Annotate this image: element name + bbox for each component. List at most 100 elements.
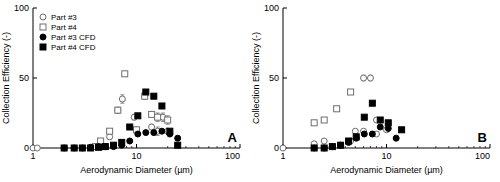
minor-tick [167, 146, 168, 148]
point [102, 144, 108, 150]
plot-area [280, 75, 405, 151]
minor-tick [185, 146, 186, 148]
minor-tick [448, 146, 449, 148]
point [159, 128, 165, 134]
y-tick-label: 100 [14, 3, 29, 13]
point [149, 124, 155, 130]
point [88, 144, 94, 150]
y-tick [283, 78, 287, 79]
legend-swatch [40, 44, 46, 50]
point [369, 100, 375, 106]
x-tick [386, 144, 387, 148]
point [377, 124, 383, 130]
minor-tick [363, 146, 364, 148]
point [71, 145, 77, 151]
error-bar [150, 124, 154, 130]
y-axis-label: Collection Efficiency (-) [251, 32, 261, 124]
error-bar [156, 113, 160, 121]
y-tick-label: 50 [269, 73, 279, 83]
minor-tick [235, 146, 236, 148]
point [338, 142, 344, 148]
point [143, 130, 149, 136]
error-cap [156, 121, 160, 122]
minor-tick [435, 146, 436, 148]
point [151, 130, 157, 136]
point [399, 127, 405, 133]
panel-label: A [228, 130, 238, 145]
point [127, 124, 133, 130]
y-axis-label: Collection Efficiency (-) [1, 32, 11, 124]
minor-tick [370, 146, 371, 148]
point [165, 117, 171, 123]
error-cap [120, 94, 124, 95]
panel: 050100110100Aerodynamic Diameter (µm)Col… [1, 3, 240, 175]
point [61, 145, 67, 151]
point [361, 75, 367, 81]
y-tick [283, 8, 287, 9]
minor-tick [217, 146, 218, 148]
legend-label: Part #4 [51, 23, 77, 32]
minor-tick [479, 146, 480, 148]
point [167, 128, 173, 134]
point [119, 96, 125, 102]
point [334, 106, 340, 112]
point [135, 113, 141, 119]
minor-tick [485, 146, 486, 148]
point [155, 114, 161, 120]
y-tick-label: 50 [19, 73, 29, 83]
legend-swatch [40, 14, 46, 20]
point [115, 107, 121, 113]
minor-tick [229, 146, 230, 148]
minor-tick [381, 146, 382, 148]
minor-tick [126, 146, 127, 148]
point [149, 111, 155, 117]
point [127, 138, 133, 144]
point [338, 142, 344, 148]
point [96, 144, 102, 150]
minor-tick [345, 146, 346, 148]
y-tick-label: 0 [274, 143, 279, 153]
point [119, 139, 125, 145]
x-tick-label: 10 [131, 151, 141, 161]
point [311, 145, 317, 151]
y-tick-label: 0 [24, 143, 29, 153]
error-cap [166, 124, 170, 125]
point [88, 145, 94, 151]
point [321, 138, 327, 144]
error-bar [108, 134, 112, 140]
figure: 050100110100Aerodynamic Diameter (µm)Col… [0, 0, 500, 182]
point [34, 145, 40, 151]
x-tick [240, 144, 241, 148]
minor-tick [198, 146, 199, 148]
error-bar [150, 112, 154, 118]
y-tick [33, 8, 37, 9]
legend-label: Part #3 [51, 13, 77, 22]
minor-tick [458, 146, 459, 148]
error-cap [156, 113, 160, 114]
minor-tick [417, 146, 418, 148]
error-cap [120, 103, 124, 104]
minor-tick [376, 146, 377, 148]
point [96, 144, 102, 150]
error-bar [368, 75, 372, 81]
error-bar [116, 107, 120, 113]
point [361, 114, 367, 120]
point [135, 131, 141, 137]
legend-swatch [40, 34, 46, 40]
point [143, 89, 149, 95]
minor-tick [467, 146, 468, 148]
legend-label: Part #4 CFD [51, 43, 96, 52]
point [175, 135, 181, 141]
error-cap [156, 127, 160, 128]
error-bar [362, 75, 366, 81]
x-tick [136, 144, 137, 148]
point [175, 142, 181, 148]
point [377, 117, 383, 123]
minor-tick [355, 146, 356, 148]
point [159, 103, 165, 109]
panel-label: B [478, 130, 487, 145]
x-tick [490, 144, 491, 148]
point [393, 135, 399, 141]
x-axis-label: Aerodynamic Diameter (µm) [330, 165, 443, 175]
x-axis-label: Aerodynamic Diameter (µm) [80, 165, 193, 175]
